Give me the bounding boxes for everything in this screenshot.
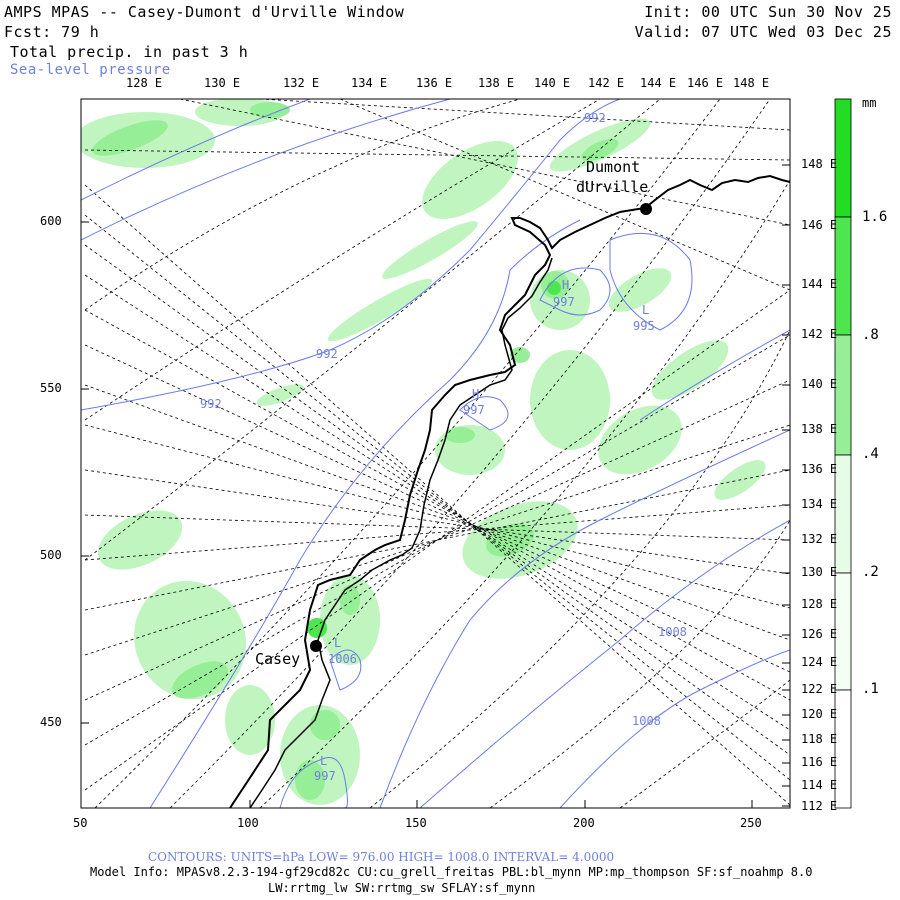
- right-lon-label: 142 E: [801, 327, 838, 341]
- contour-label: 997: [463, 403, 485, 417]
- axis-ticks: [80, 164, 790, 808]
- pressure-center-label: L: [320, 754, 328, 768]
- right-lon-label: 116 E: [801, 755, 838, 769]
- right-lon-label: 148 E: [801, 157, 838, 171]
- x-tick-label: 100: [237, 816, 259, 830]
- forecast-hour: Fcst: 79 h: [4, 23, 100, 41]
- right-lon-label: 128 E: [801, 597, 838, 611]
- pressure-contours: [81, 99, 790, 808]
- top-lon-label: 144 E: [640, 76, 677, 90]
- contour-label: 1008: [632, 714, 661, 728]
- legend-band-1: [834, 572, 852, 691]
- legend-label: .1: [862, 681, 879, 697]
- top-lon-label: 138 E: [478, 76, 515, 90]
- x-tick-label: 200: [573, 816, 595, 830]
- right-lon-label: 114 E: [801, 778, 838, 792]
- right-lon-label: 132 E: [801, 532, 838, 546]
- contour-label: 992: [584, 111, 606, 125]
- right-lon-label: 126 E: [801, 627, 838, 641]
- legend-label: .8: [862, 327, 879, 343]
- y-tick-label: 600: [40, 214, 62, 228]
- right-lon-label: 146 E: [801, 218, 838, 232]
- y-tick-label: 450: [40, 715, 62, 729]
- legend-band-5: [834, 98, 852, 218]
- precip-band-moderate: [92, 102, 619, 800]
- right-lon-label: 130 E: [801, 565, 838, 579]
- overlay-name: Sea-level pressure: [10, 62, 171, 78]
- legend-band-2: [834, 454, 852, 574]
- pressure-center-label: L: [334, 636, 342, 650]
- contour-label: 1008: [658, 625, 687, 639]
- legend-band-3: [834, 334, 852, 456]
- top-lon-label: 146 E: [687, 76, 724, 90]
- coastline: [229, 174, 790, 808]
- x-tick-label: 150: [405, 816, 427, 830]
- legend-colorbar: [834, 98, 852, 809]
- pressure-center-label: H: [472, 387, 480, 401]
- right-lon-label: 140 E: [801, 377, 838, 391]
- precip-band-light: [81, 99, 766, 805]
- station-dumont-label-1: Dumont: [586, 158, 641, 176]
- right-lon-label: 144 E: [801, 277, 838, 291]
- top-lon-label: 142 E: [588, 76, 625, 90]
- legend-label: .2: [862, 564, 879, 580]
- station-dumont-marker[interactable]: [640, 203, 652, 215]
- right-lon-label: 136 E: [801, 462, 838, 476]
- y-tick-label: 550: [40, 381, 62, 395]
- x-tick-label: 50: [73, 816, 88, 830]
- contour-label: 997: [553, 295, 575, 309]
- top-lon-label: 140 E: [534, 76, 571, 90]
- station-casey-label: Casey: [255, 650, 301, 668]
- contour-label: 995: [633, 319, 655, 333]
- contour-label: 992: [200, 397, 222, 411]
- y-tick-label: 500: [40, 548, 62, 562]
- right-lon-label: 112 E: [801, 799, 838, 813]
- legend-band-0: [834, 689, 852, 809]
- right-lon-label: 124 E: [801, 655, 838, 669]
- legend-label: 1.6: [862, 209, 888, 225]
- pressure-center-label: H: [562, 278, 570, 292]
- right-lon-label: 138 E: [801, 422, 838, 436]
- legend-band-4: [834, 216, 852, 336]
- right-lon-label: 120 E: [801, 707, 838, 721]
- map-title: AMPS MPAS -- Casey-Dumont d'Urville Wind…: [4, 3, 405, 21]
- init-time: Init: 00 UTC Sun 30 Nov 25: [644, 3, 892, 21]
- right-lon-label: 118 E: [801, 732, 838, 746]
- top-lon-label: 132 E: [283, 76, 320, 90]
- contour-label: 1006: [328, 652, 357, 666]
- right-lon-label: 122 E: [801, 682, 838, 696]
- right-lon-label: 134 E: [801, 497, 838, 511]
- top-lon-label: 134 E: [351, 76, 388, 90]
- contour-label: 997: [314, 769, 336, 783]
- valid-time: Valid: 07 UTC Wed 03 Dec 25: [634, 23, 892, 41]
- contour-info: CONTOURS: UNITS=hPa LOW= 976.00 HIGH= 10…: [148, 850, 615, 864]
- field-name: Total precip. in past 3 h: [10, 43, 249, 61]
- top-lon-label: 128 E: [126, 76, 163, 90]
- graticule: [84, 99, 790, 808]
- station-dumont-label-2: dUrville: [576, 178, 649, 196]
- top-lon-label: 130 E: [204, 76, 241, 90]
- top-lon-label: 148 E: [733, 76, 770, 90]
- legend-units: mm: [862, 96, 877, 110]
- legend-label: .4: [862, 446, 879, 462]
- x-tick-label: 250: [740, 816, 762, 830]
- station-casey-marker[interactable]: [310, 640, 322, 652]
- top-lon-label: 136 E: [416, 76, 453, 90]
- precip-field: [81, 99, 790, 808]
- plot-frame: [80, 98, 791, 809]
- contour-label: 992: [316, 347, 338, 361]
- model-info-2: LW:rrtmg_lw SW:rrtmg_sw SFLAY:sf_mynn: [268, 881, 536, 895]
- ice-shelf-edge: [249, 257, 553, 808]
- model-info: Model Info: MPASv8.2.3-194-gf29cd82c CU:…: [90, 865, 813, 879]
- pressure-center-label: L: [642, 303, 650, 317]
